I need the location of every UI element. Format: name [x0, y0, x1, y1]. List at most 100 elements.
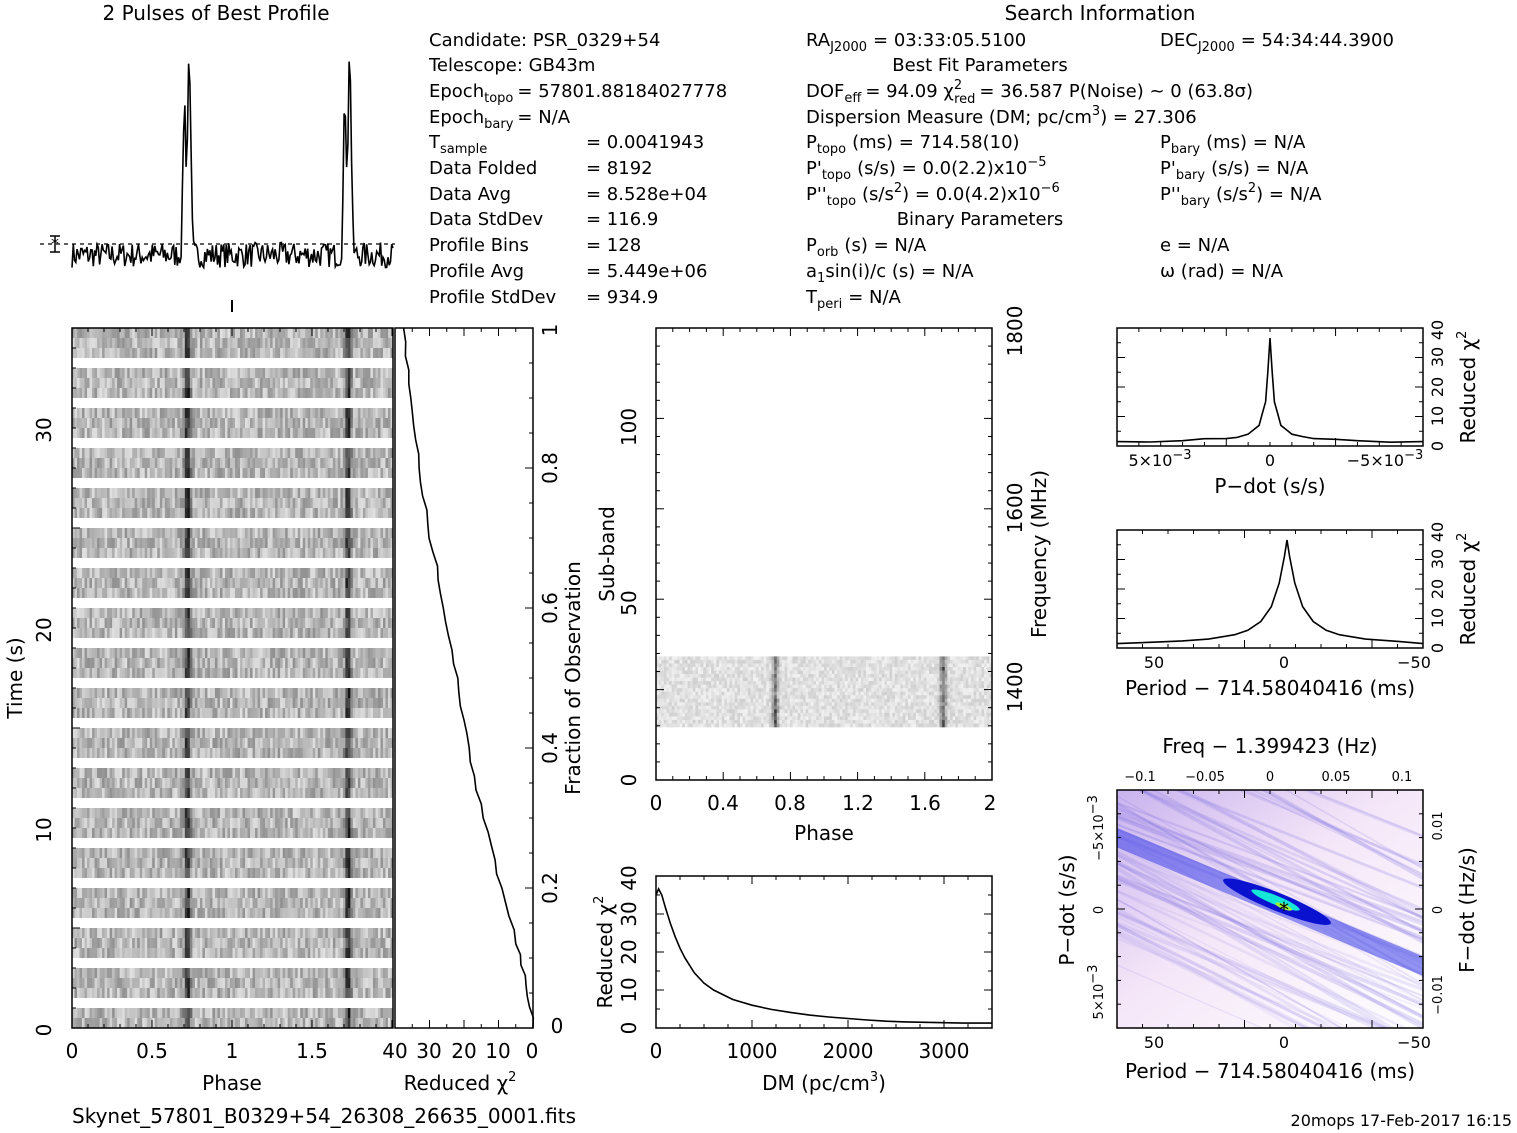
time-phase-cell [367, 428, 371, 439]
time-phase-cell [212, 738, 216, 749]
time-phase-cell [320, 328, 324, 339]
pddot-topo-line: P''topo (s/s2) = 0.0(4.2)x10−6 [806, 181, 1060, 209]
time-phase-cell [187, 468, 191, 479]
time-phase-cell [207, 408, 211, 419]
time-phase-cell [237, 418, 241, 429]
time-phase-cell [99, 378, 103, 389]
time-phase-cell [367, 748, 371, 759]
time-phase-cell [357, 648, 361, 659]
time-phase-cell [332, 578, 336, 589]
time-phase-cell [362, 628, 366, 639]
time-phase-cell [372, 328, 376, 339]
time-phase-cell [102, 728, 105, 739]
time-phase-cell [322, 328, 326, 339]
time-phase-cell [380, 448, 384, 459]
time-phase-cell [300, 748, 304, 759]
time-phase-cell [104, 468, 108, 479]
time-phase-cell [82, 418, 85, 429]
time-phase-cell [79, 498, 83, 509]
time-phase-cell [310, 608, 314, 619]
time-phase-cell [355, 498, 359, 509]
time-phase-cell [385, 448, 389, 459]
time-phase-cell [270, 338, 273, 349]
time-phase-cell [347, 448, 351, 459]
time-phase-cell [212, 408, 216, 419]
time-phase-cell [147, 378, 151, 389]
time-phase-cell [154, 688, 158, 699]
time-phase-cell [179, 748, 183, 759]
time-phase-cell [257, 448, 261, 459]
time-phase-cell [280, 538, 283, 549]
time-phase-cell [174, 388, 178, 399]
time-phase-cell [144, 668, 148, 679]
time-phase-cell [245, 668, 248, 679]
time-phase-cell [352, 778, 356, 789]
time-phase-cell [109, 488, 113, 499]
time-phase-cell [292, 548, 296, 559]
time-phase-cell [305, 648, 309, 659]
time-phase-cell [129, 498, 133, 509]
time-phase-cell [370, 688, 374, 699]
time-phase-cell [272, 698, 276, 709]
time-phase-cell [209, 748, 213, 759]
time-phase-cell [79, 738, 83, 749]
time-phase-cell [352, 328, 356, 339]
time-phase-cell [197, 528, 201, 539]
time-phase-cell [174, 648, 178, 659]
time-phase-cell [240, 738, 243, 749]
time-phase-cell [282, 458, 286, 469]
time-phase-cell [255, 648, 258, 659]
time-phase-cell [187, 768, 191, 779]
time-phase-cell [335, 608, 339, 619]
time-phase-cell [305, 768, 309, 779]
time-phase-cell [99, 818, 103, 829]
time-phase-cell [372, 788, 376, 799]
time-phase-cell [307, 568, 311, 579]
time-phase-cell [187, 648, 191, 659]
time-phase-cell [124, 538, 128, 549]
time-phase-cell [127, 738, 130, 749]
time-phase-cell [247, 808, 251, 819]
time-phase-cell [245, 788, 248, 799]
time-phase-cell [194, 568, 198, 579]
time-phase-cell [292, 448, 296, 459]
time-phase-cell [204, 668, 208, 679]
time-phase-cell [224, 648, 228, 659]
time-phase-cell [222, 528, 226, 539]
time-phase-cell [312, 378, 316, 389]
time-phase-cell [257, 738, 261, 749]
time-phase-cell [159, 808, 163, 819]
time-phase-cell [187, 328, 191, 339]
time-phase-cell [99, 428, 103, 439]
time-phase-cell [335, 568, 339, 579]
time-phase-cell [320, 418, 324, 429]
time-phase-cell [79, 708, 83, 719]
time-phase-cell [102, 348, 105, 359]
time-phase-cell [325, 648, 329, 659]
time-phase-cell [382, 368, 386, 379]
time-phase-cell [352, 458, 356, 469]
time-phase-cell [295, 488, 299, 499]
time-phase-cell [290, 608, 293, 619]
time-phase-cell [197, 648, 201, 659]
time-phase-cell [257, 788, 261, 799]
time-phase-cell [280, 488, 283, 499]
time-phase-cell [367, 368, 371, 379]
time-phase-cell [199, 568, 203, 579]
time-phase-cell [94, 468, 98, 479]
time-phase-cell [237, 708, 241, 719]
time-phase-cell [184, 448, 188, 459]
time-phase-cell [132, 338, 135, 349]
time-phase-cell [337, 468, 341, 479]
time-phase-cell [232, 538, 236, 549]
time-phase-cell [104, 698, 108, 709]
time-phase-cell [74, 368, 78, 379]
time-phase-cell [204, 788, 208, 799]
time-phase-cell [245, 618, 248, 629]
time-phase-cell [124, 748, 128, 759]
time-phase-cell [295, 698, 299, 709]
time-phase-cell [307, 658, 311, 669]
time-phase-cell [182, 648, 186, 659]
time-phase-cell [340, 668, 344, 679]
time-phase-cell [362, 388, 366, 399]
